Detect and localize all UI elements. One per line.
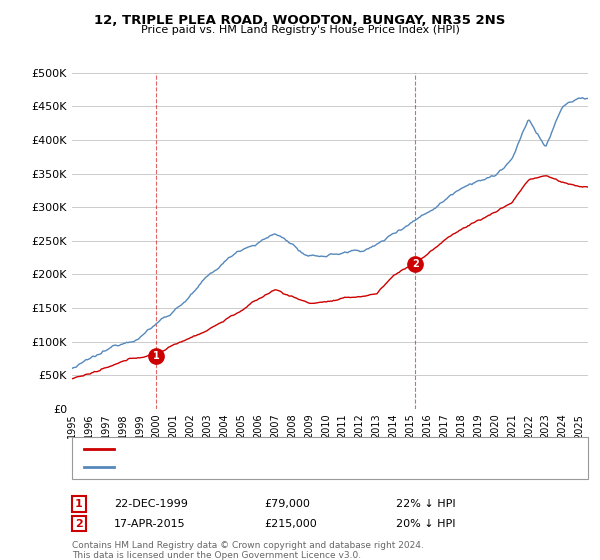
Text: 2: 2	[75, 519, 83, 529]
Text: 12, TRIPLE PLEA ROAD, WOODTON, BUNGAY, NR35 2NS: 12, TRIPLE PLEA ROAD, WOODTON, BUNGAY, N…	[94, 14, 506, 27]
Text: Contains HM Land Registry data © Crown copyright and database right 2024.: Contains HM Land Registry data © Crown c…	[72, 542, 424, 550]
Text: 1: 1	[153, 351, 160, 361]
Text: 22% ↓ HPI: 22% ↓ HPI	[396, 499, 455, 509]
Text: This data is licensed under the Open Government Licence v3.0.: This data is licensed under the Open Gov…	[72, 551, 361, 560]
Text: £215,000: £215,000	[264, 519, 317, 529]
Text: 12, TRIPLE PLEA ROAD, WOODTON, BUNGAY, NR35 2NS (detached house): 12, TRIPLE PLEA ROAD, WOODTON, BUNGAY, N…	[120, 444, 482, 454]
Text: 22-DEC-1999: 22-DEC-1999	[114, 499, 188, 509]
Text: Price paid vs. HM Land Registry's House Price Index (HPI): Price paid vs. HM Land Registry's House …	[140, 25, 460, 35]
Text: 2: 2	[412, 259, 419, 269]
Text: 1: 1	[75, 499, 83, 509]
Text: £79,000: £79,000	[264, 499, 310, 509]
Text: HPI: Average price, detached house, South Norfolk: HPI: Average price, detached house, Sout…	[120, 462, 367, 472]
Text: 17-APR-2015: 17-APR-2015	[114, 519, 185, 529]
Text: 20% ↓ HPI: 20% ↓ HPI	[396, 519, 455, 529]
